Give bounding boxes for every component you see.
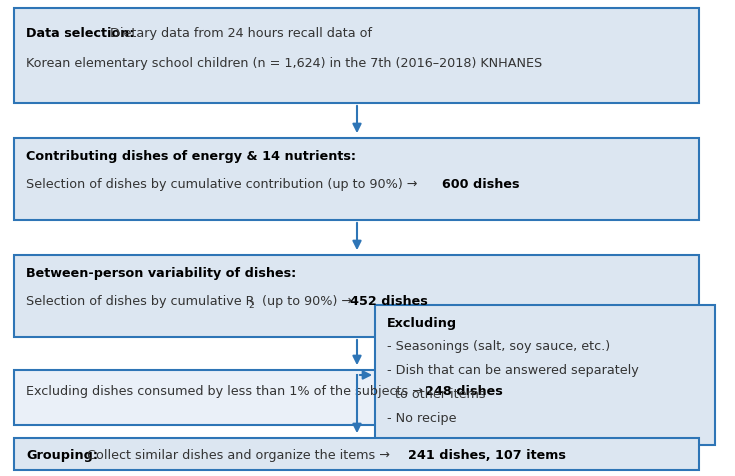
Text: 241 dishes, 107 items: 241 dishes, 107 items xyxy=(408,449,566,462)
Text: - Dish that can be answered separately: - Dish that can be answered separately xyxy=(387,364,639,377)
Text: - No recipe: - No recipe xyxy=(387,412,456,425)
Text: 248 dishes: 248 dishes xyxy=(425,385,503,398)
Text: Excluding dishes consumed by less than 1% of the subjects →: Excluding dishes consumed by less than 1… xyxy=(26,385,427,398)
Text: Excluding: Excluding xyxy=(387,317,457,330)
Text: Selection of dishes by cumulative R: Selection of dishes by cumulative R xyxy=(26,295,254,308)
Text: 2: 2 xyxy=(248,301,254,310)
Text: Korean elementary school children (n = 1,624) in the 7th (2016–2018) KNHANES: Korean elementary school children (n = 1… xyxy=(26,57,542,70)
FancyBboxPatch shape xyxy=(14,8,699,103)
Text: Collect similar dishes and organize the items →: Collect similar dishes and organize the … xyxy=(83,449,394,462)
Text: Data selection:: Data selection: xyxy=(26,27,135,40)
FancyBboxPatch shape xyxy=(14,255,699,337)
FancyBboxPatch shape xyxy=(14,438,699,470)
Text: 600 dishes: 600 dishes xyxy=(442,178,520,191)
Text: - Seasonings (salt, soy sauce, etc.): - Seasonings (salt, soy sauce, etc.) xyxy=(387,340,610,353)
Text: 452 dishes: 452 dishes xyxy=(350,295,428,308)
Text: (up to 90%) →: (up to 90%) → xyxy=(258,295,356,308)
Text: Between-person variability of dishes:: Between-person variability of dishes: xyxy=(26,267,296,280)
Text: Grouping:: Grouping: xyxy=(26,449,98,462)
FancyBboxPatch shape xyxy=(14,138,699,220)
Text: to other items: to other items xyxy=(387,388,486,401)
FancyBboxPatch shape xyxy=(375,305,715,445)
Text: Selection of dishes by cumulative contribution (up to 90%) →: Selection of dishes by cumulative contri… xyxy=(26,178,421,191)
Text: Contributing dishes of energy & 14 nutrients:: Contributing dishes of energy & 14 nutri… xyxy=(26,150,356,163)
FancyBboxPatch shape xyxy=(14,370,699,425)
Text: Dietary data from 24 hours recall data of: Dietary data from 24 hours recall data o… xyxy=(106,27,372,40)
